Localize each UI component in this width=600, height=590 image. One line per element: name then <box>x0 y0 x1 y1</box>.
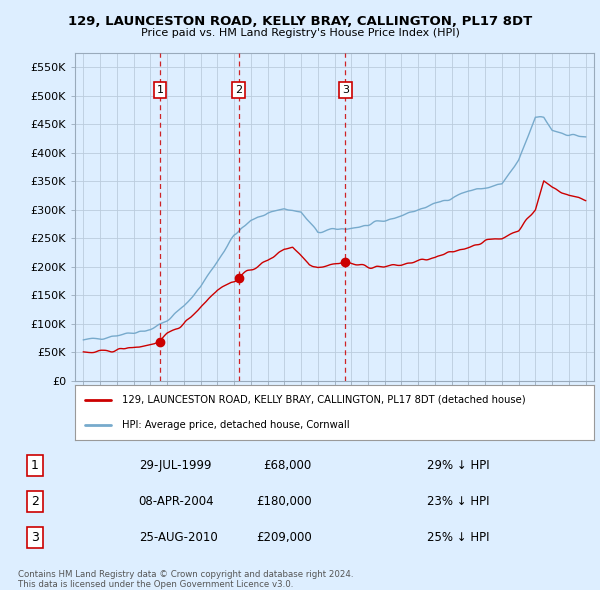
Text: 2: 2 <box>235 85 242 95</box>
Text: 129, LAUNCESTON ROAD, KELLY BRAY, CALLINGTON, PL17 8DT: 129, LAUNCESTON ROAD, KELLY BRAY, CALLIN… <box>68 15 532 28</box>
Text: 25-AUG-2010: 25-AUG-2010 <box>139 531 217 544</box>
Text: 3: 3 <box>31 531 39 544</box>
Text: 29-JUL-1999: 29-JUL-1999 <box>139 459 211 472</box>
Text: 3: 3 <box>342 85 349 95</box>
Text: Contains HM Land Registry data © Crown copyright and database right 2024.
This d: Contains HM Land Registry data © Crown c… <box>18 570 353 589</box>
Text: 1: 1 <box>31 459 39 472</box>
Text: £180,000: £180,000 <box>256 495 311 508</box>
Text: 29% ↓ HPI: 29% ↓ HPI <box>427 459 490 472</box>
Text: 2: 2 <box>31 495 39 508</box>
Text: £68,000: £68,000 <box>263 459 311 472</box>
Text: 129, LAUNCESTON ROAD, KELLY BRAY, CALLINGTON, PL17 8DT (detached house): 129, LAUNCESTON ROAD, KELLY BRAY, CALLIN… <box>122 395 526 405</box>
Text: 08-APR-2004: 08-APR-2004 <box>139 495 214 508</box>
Text: 25% ↓ HPI: 25% ↓ HPI <box>427 531 489 544</box>
Text: 1: 1 <box>157 85 164 95</box>
Text: Price paid vs. HM Land Registry's House Price Index (HPI): Price paid vs. HM Land Registry's House … <box>140 28 460 38</box>
Text: 23% ↓ HPI: 23% ↓ HPI <box>427 495 489 508</box>
Text: £209,000: £209,000 <box>256 531 311 544</box>
Text: HPI: Average price, detached house, Cornwall: HPI: Average price, detached house, Corn… <box>122 420 349 430</box>
